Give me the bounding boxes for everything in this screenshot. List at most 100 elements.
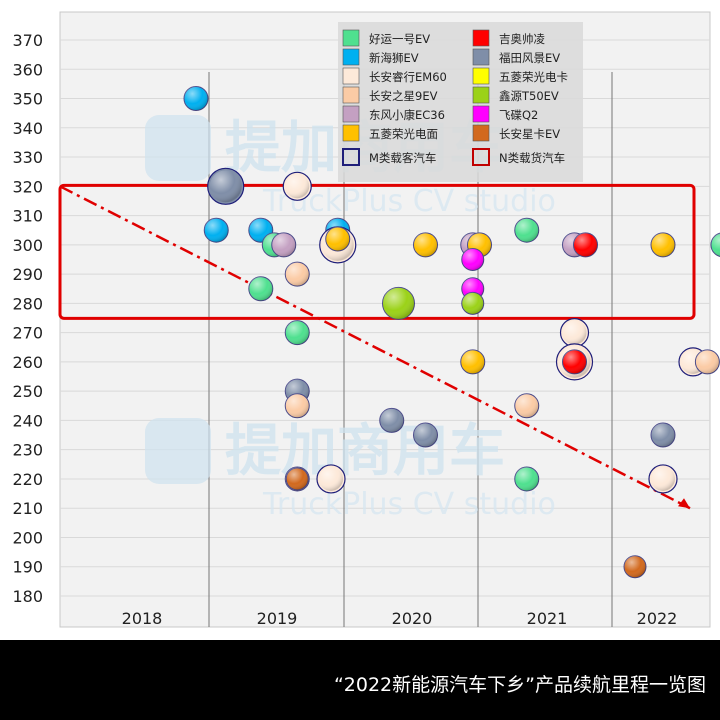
data-point-shine: [711, 233, 720, 257]
data-point-shine: [651, 466, 675, 491]
legend-label: 好运一号EV: [369, 32, 430, 46]
legend-swatch: [472, 124, 490, 142]
data-point-shine: [285, 174, 310, 199]
arrow-head-icon: [678, 498, 690, 509]
frame-legend-label: M类载客汽车: [369, 151, 436, 165]
chart-caption: “2022新能源汽车下乡”产品续航里程一览图: [333, 674, 706, 696]
data-point-shine: [285, 320, 310, 345]
data-point-shine: [248, 276, 273, 301]
y-tick-label: 270: [12, 324, 43, 343]
legend-label: 吉奥帅凌: [499, 32, 545, 46]
y-tick-label: 310: [12, 207, 43, 226]
legend-label: 长安睿行EM60: [369, 70, 447, 84]
y-tick-label: 180: [12, 587, 43, 606]
legend-label: 五菱荣光电卡: [499, 70, 568, 84]
data-point-shine: [461, 292, 484, 315]
y-tick-label: 220: [12, 470, 43, 489]
data-point-shine: [460, 349, 485, 374]
y-tick-label: 200: [12, 528, 43, 547]
data-point-shine: [285, 393, 310, 418]
highlight-box: [58, 183, 696, 320]
data-point-shine: [461, 248, 484, 271]
x-tick-label: 2018: [122, 609, 163, 628]
legend-swatch: [472, 48, 490, 66]
data-point-shine: [184, 86, 208, 111]
legend-swatch: [342, 29, 360, 47]
frame-legend-swatch: [342, 148, 360, 166]
legend-label: 长安星卡EV: [499, 127, 560, 141]
x-tick-label: 2020: [392, 609, 433, 628]
y-tick-label: 300: [12, 236, 43, 255]
data-point-shine: [382, 287, 415, 320]
y-tick-label: 250: [12, 382, 43, 401]
legend-label: 鑫源T50EV: [499, 89, 559, 103]
y-tick-label: 280: [12, 294, 43, 313]
y-tick-label: 240: [12, 411, 43, 430]
trend-line-path: [59, 185, 691, 510]
legend-swatch: [472, 29, 490, 47]
data-point-shine: [413, 232, 438, 257]
legend-swatch: [472, 86, 490, 104]
data-point-shine: [271, 232, 296, 257]
y-tick-label: 290: [12, 265, 43, 284]
data-point-shine: [562, 320, 587, 345]
data-point-shine: [573, 232, 598, 257]
x-tick-label: 2022: [637, 609, 678, 628]
frame-legend-swatch: [472, 148, 490, 166]
y-tick-label: 210: [12, 499, 43, 518]
data-point-shine: [413, 423, 438, 448]
legend-label: 五菱荣光电面: [369, 127, 438, 141]
data-point-shine: [651, 232, 675, 257]
legend-label: 新海狮EV: [369, 51, 419, 65]
legend-swatch: [342, 86, 360, 104]
x-axis-ticks: 2018 2019 2020 2021 2022: [122, 609, 678, 628]
data-point-shine: [379, 408, 404, 433]
legend-swatch: [342, 105, 360, 123]
highlight-range-box: [58, 183, 696, 320]
legend-label: 长安之星9EV: [369, 89, 438, 103]
data-point-shine: [695, 349, 720, 374]
x-tick-label: 2019: [257, 609, 298, 628]
legend-swatch: [472, 67, 490, 85]
legend-label: 飞碟Q2: [499, 108, 538, 122]
watermark-logo-icon: [145, 418, 211, 484]
y-tick-label: 330: [12, 148, 43, 167]
watermark-logo-icon: [145, 115, 211, 181]
y-axis-ticks: 180 190 200 210 220 230 240 250 260 270 280 290 300 3…: [12, 31, 43, 606]
y-tick-label: 360: [12, 60, 43, 79]
x-tick-label: 2021: [527, 609, 568, 628]
watermark-title: 提加商用车: [225, 419, 505, 484]
legend-swatch: [342, 124, 360, 142]
y-tick-label: 370: [12, 31, 43, 50]
y-tick-label: 260: [12, 353, 43, 372]
data-point-shine: [204, 218, 229, 243]
caption-bar: “2022新能源汽车下乡”产品续航里程一览图: [0, 640, 720, 720]
y-tick-label: 320: [12, 177, 43, 196]
y-tick-label: 340: [12, 119, 43, 138]
data-point-shine: [325, 226, 350, 251]
data-point-shine: [209, 170, 242, 203]
data-point-shine: [286, 467, 309, 490]
legend-swatch: [472, 105, 490, 123]
trend-line: [59, 185, 691, 510]
data-point-shine: [514, 466, 539, 491]
watermark-subtitle: TruckPlus CV studio: [262, 487, 556, 522]
legend-swatch: [342, 67, 360, 85]
data-point-shine: [562, 349, 587, 374]
legend-label: 东风小康EC36: [369, 108, 445, 122]
y-tick-label: 190: [12, 558, 43, 577]
data-point-shine: [319, 466, 343, 491]
legend-swatch: [342, 48, 360, 66]
data-point-shine: [651, 423, 675, 448]
data-point-shine: [285, 262, 310, 287]
data-point-shine: [624, 555, 646, 578]
data-points: [183, 86, 720, 579]
data-point-shine: [514, 393, 539, 418]
legend-label: 福田风景EV: [499, 51, 560, 65]
y-tick-label: 230: [12, 441, 43, 460]
y-tick-label: 350: [12, 90, 43, 109]
legend-background: [338, 22, 583, 182]
frame-legend-label: N类载货汽车: [499, 151, 565, 165]
